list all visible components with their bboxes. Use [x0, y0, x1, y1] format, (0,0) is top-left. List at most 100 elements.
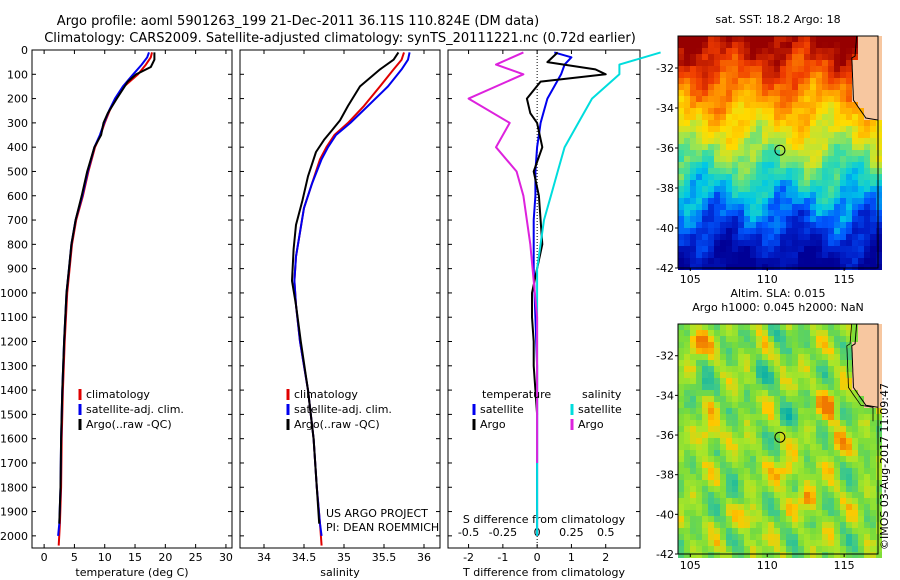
y-tick-label: -34	[656, 389, 674, 402]
series-line-magenta	[467, 51, 539, 463]
y-tick-label: 1300	[0, 360, 28, 373]
x-tick-label: 110	[757, 273, 778, 286]
x-axis-label: T difference from climatology	[462, 566, 625, 579]
y-tick-label: 600	[7, 190, 28, 203]
x-tick-label: 2	[602, 551, 609, 564]
x-tick-label: 115	[834, 273, 855, 286]
y-tick-label: 100	[7, 68, 28, 81]
y-tick-label: 2000	[0, 530, 28, 543]
x-tick-label: 20	[158, 551, 172, 564]
x-tick-label: 110	[757, 559, 778, 572]
panel-difference: -2 -1 0 1 2 T difference from climatology S di…	[447, 49, 661, 579]
x-axis-label: salinity	[320, 566, 360, 579]
series-line-argo	[291, 51, 400, 524]
axes-frame	[447, 49, 641, 549]
y-tick-label: 1200	[0, 336, 28, 349]
y-tick-label: 0	[21, 44, 28, 57]
x-tick-label: 0	[41, 551, 48, 564]
x-tick-label: 34.5	[292, 551, 317, 564]
x-tick-label: 5	[71, 551, 78, 564]
y-tick-label: 1400	[0, 384, 28, 397]
y-tick-label: -38	[656, 469, 674, 482]
annotation-text: US ARGO PROJECT	[326, 507, 428, 520]
legend-label: satellite-adj. clim.	[294, 403, 392, 416]
panel-temperature: 0100200300400500600700800900100011001200…	[0, 44, 233, 579]
x2-tick-label: 0.5	[597, 526, 615, 539]
y-tick-label: 1600	[0, 433, 28, 446]
x-tick-label: 25	[189, 551, 203, 564]
y-tick-label: 500	[7, 165, 28, 178]
map-frame	[677, 35, 879, 269]
y-tick-label: 200	[7, 93, 28, 106]
legend-label: Argo	[578, 418, 604, 431]
y-tick-label: 700	[7, 214, 28, 227]
legend-label: satellite	[578, 403, 622, 416]
map-title: sat. SST: 18.2 Argo: 18	[715, 13, 840, 26]
profile-location-marker	[774, 431, 786, 443]
y-tick-label: -38	[656, 182, 674, 195]
legend-title: salinity	[582, 388, 622, 401]
series-line-argo	[525, 51, 607, 415]
x-tick-label: 0	[534, 551, 541, 564]
x-tick-label: -1	[497, 551, 508, 564]
legend-label: Argo	[480, 418, 506, 431]
y-tick-label: 1100	[0, 311, 28, 324]
y-tick-label: -40	[656, 222, 674, 235]
x-tick-label: 15	[128, 551, 142, 564]
legend-label: Argo(..raw -QC)	[86, 418, 172, 431]
y-tick-label: 1800	[0, 481, 28, 494]
y-tick-label: 1700	[0, 457, 28, 470]
coastline	[851, 323, 879, 422]
map-frame	[677, 323, 879, 555]
heatmap-cells	[678, 36, 882, 270]
copyright-stamp: ©IMOS 03-Aug-2017 11:09:47	[878, 383, 891, 550]
contour-line	[846, 323, 874, 422]
y-tick-label: -36	[656, 429, 674, 442]
y-tick-label: -32	[656, 62, 674, 75]
legend-label: satellite-adj. clim.	[86, 403, 184, 416]
map-title: Altim. SLA: 0.015	[730, 287, 825, 300]
annotation-text: PI: DEAN ROEMMICH	[326, 521, 439, 534]
x-tick-label: 35.5	[372, 551, 397, 564]
panel-sst_map: -42 -40 -38 -36 -34 -32 105 110 115 sat. SST: 18.…	[656, 13, 882, 286]
x-tick-label: 105	[680, 559, 701, 572]
y-tick-label: -42	[656, 262, 674, 275]
legend-label: climatology	[294, 388, 358, 401]
x2-tick-label: -0.25	[489, 526, 517, 539]
x2-tick-label: 0.25	[559, 526, 584, 539]
coastline	[851, 35, 879, 134]
map-title: Argo h1000: 0.045 h2000: NaN	[692, 301, 864, 314]
x-tick-label: 35	[337, 551, 351, 564]
x-tick-label: 105	[680, 273, 701, 286]
x2-tick-label: -0.5	[458, 526, 479, 539]
panel-sla_map: -42 -40 -38 -36 -34 -32 105 110 115 Altim. SLA: 0…	[656, 287, 882, 572]
heatmap-cells	[678, 324, 882, 558]
axes-frame	[239, 49, 441, 549]
legend-label: climatology	[86, 388, 150, 401]
y-tick-label: -40	[656, 508, 674, 521]
y-tick-label: -42	[656, 548, 674, 561]
figure-title-line2: Climatology: CARS2009. Satellite-adjuste…	[44, 31, 636, 46]
y-tick-label: 1500	[0, 408, 28, 421]
x-tick-label: 115	[834, 559, 855, 572]
y-tick-label: 1900	[0, 506, 28, 519]
y-tick-label: -34	[656, 102, 674, 115]
y-tick-label: 900	[7, 263, 28, 276]
profile-location-marker	[774, 144, 786, 156]
x-tick-label: 34	[257, 551, 271, 564]
legend-label: Argo(..raw -QC)	[294, 418, 380, 431]
y-tick-label: -32	[656, 350, 674, 363]
y-tick-label: -36	[656, 142, 674, 155]
x2-axis-label: S difference from climatology	[463, 513, 626, 526]
x-tick-label: 36	[417, 551, 431, 564]
series-line-argo	[58, 52, 156, 524]
legend-title: temperature	[482, 388, 551, 401]
x-axis-label: temperature (deg C)	[75, 566, 188, 579]
y-tick-label: 1000	[0, 287, 28, 300]
panel-salinity: 34 34.5 35 35.5 36 salinity climatology satelli…	[239, 49, 441, 579]
x-tick-label: 10	[98, 551, 112, 564]
y-tick-label: 300	[7, 117, 28, 130]
y-tick-label: 800	[7, 238, 28, 251]
figure-title-line1: Argo profile: aoml 5901263_199 21-Dec-20…	[57, 14, 539, 29]
x-tick-label: 30	[219, 551, 233, 564]
